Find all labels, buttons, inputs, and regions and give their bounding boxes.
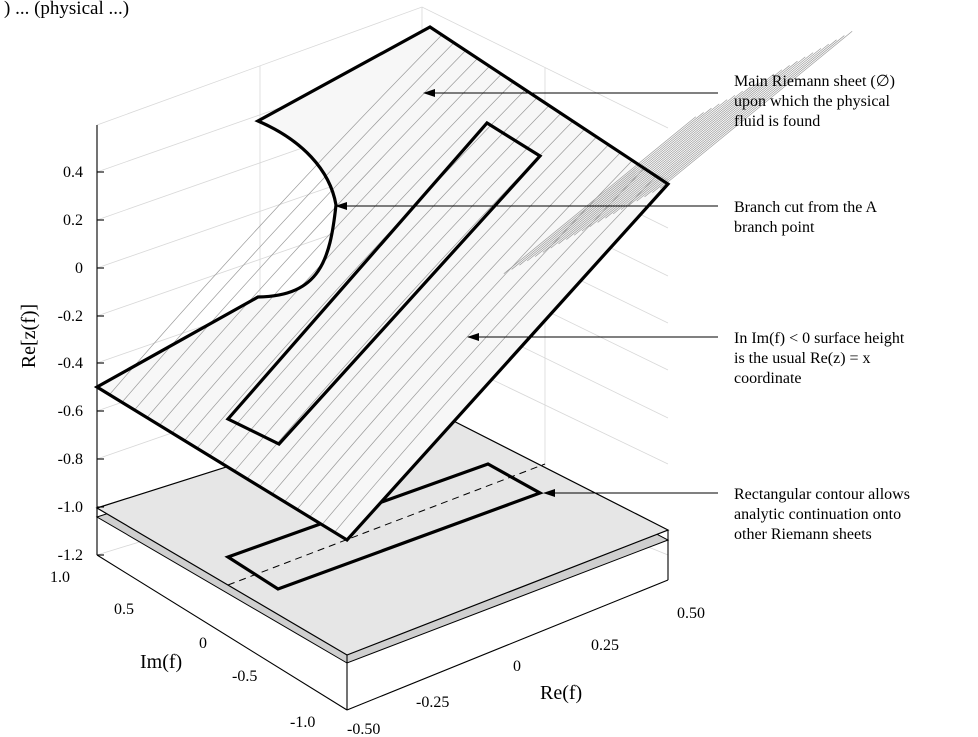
svg-text:is the usual Re(z) = x: is the usual Re(z) = x [734,350,871,367]
x-tick-label: -0.25 [416,694,449,711]
y-tick-label: 0 [199,635,207,652]
svg-text:upon which the physical: upon which the physical [734,93,891,110]
mesh-line [171,73,502,434]
mesh-line [503,116,697,274]
x-ticks: 0.50 0.25 0 -0.25 -0.50 [347,605,705,737]
z-ticks: 0.4 0.2 0 -0.2 -0.4 -0.6 -0.8 -1.0 -1.2 [58,164,104,564]
mesh-line [605,60,798,219]
y-tick-label: -0.5 [232,668,257,685]
y-tick-label: 1.0 [50,569,70,586]
mesh-line [134,50,466,411]
z-tick-label: -0.4 [58,355,83,372]
x-tick-label: 0.25 [591,637,619,654]
mesh-line [581,73,775,232]
mesh-line [566,82,759,240]
svg-text:fluid is found: fluid is found [734,113,820,130]
z-tick-label: -1.0 [58,499,83,516]
mesh-line [196,89,526,449]
annotation-arrows [335,89,718,497]
title-fragment: ) ... (physical ...) [4,0,129,19]
z-tick-label: -0.6 [58,403,83,420]
mesh-line [234,113,562,472]
svg-text:branch point: branch point [734,219,815,236]
annotation-branch-cut: Branch cut from the A branch point [734,199,878,236]
y-ticks: 1.0 0.5 0 -0.5 -1.0 [50,569,315,731]
svg-text:Branch cut from the A: Branch cut from the A [734,199,878,216]
svg-text:analytic continuation onto: analytic continuation onto [734,506,901,523]
mesh-line [534,99,728,257]
surface-mesh [109,31,853,533]
mesh-line [309,160,633,518]
z-tick-label: 0.2 [63,212,83,229]
mesh-line [636,43,829,202]
mesh-line [296,152,621,510]
svg-text:Rectangular contour allows: Rectangular contour allows [734,486,910,503]
x-tick-label: 0.50 [677,605,705,622]
mesh-line [597,65,790,223]
mesh-line [644,39,837,198]
svg-text:In Im(f) < 0 surface height: In Im(f) < 0 surface height [734,330,905,347]
x-tick-label: -0.50 [347,721,380,737]
annotation-main-sheet: Main Riemann sheet (∅) upon which the ph… [734,73,895,130]
z-tick-label: -1.2 [58,547,83,564]
surface-contour-rectangle [225,120,543,446]
mesh-line [659,31,853,189]
mesh-line [146,58,478,418]
mesh-line [652,35,845,193]
z-axis-label: Re[z(f)] [18,304,40,368]
z-tick-label: -0.8 [58,451,83,468]
z-tick-label: -0.2 [58,308,83,325]
y-axis-label: Im(f) [140,651,182,673]
base-contour-rectangle [224,462,544,591]
mesh-line [589,69,783,227]
svg-text:Main Riemann sheet (∅): Main Riemann sheet (∅) [734,73,895,90]
y-tick-label: 0.5 [114,601,134,618]
x-axis-label: Re(f) [540,682,582,704]
mesh-line [259,128,585,487]
mesh-line [209,97,538,457]
mesh-line [221,105,550,464]
z-tick-label: 0 [75,260,83,277]
mesh-line [620,52,814,210]
x-axis-line [346,579,669,711]
x-tick-label: 0 [513,658,521,675]
z-tick-label: 0.4 [63,164,83,181]
mesh-line [284,144,609,502]
mesh-line [109,34,443,395]
y-axis-line [96,554,348,711]
mesh-line [558,86,751,245]
mesh-line [271,136,597,495]
annotation-surface-height: In Im(f) < 0 surface height is the usual… [734,330,905,387]
svg-text:other Riemann sheets: other Riemann sheets [734,526,872,543]
mesh-line [511,112,704,270]
annotation-contour: Rectangular contour allows analytic cont… [734,486,910,543]
main-riemann-surface [93,25,853,543]
mesh-line [159,66,490,426]
mesh-line [321,168,645,525]
mesh-line [573,78,767,236]
mesh-line [334,175,657,533]
mesh-line [527,103,720,262]
svg-text:coordinate: coordinate [734,370,802,387]
mesh-line [184,81,514,441]
y-tick-label: -1.0 [290,714,315,731]
mesh-line [121,42,455,403]
mesh-line [519,107,712,266]
